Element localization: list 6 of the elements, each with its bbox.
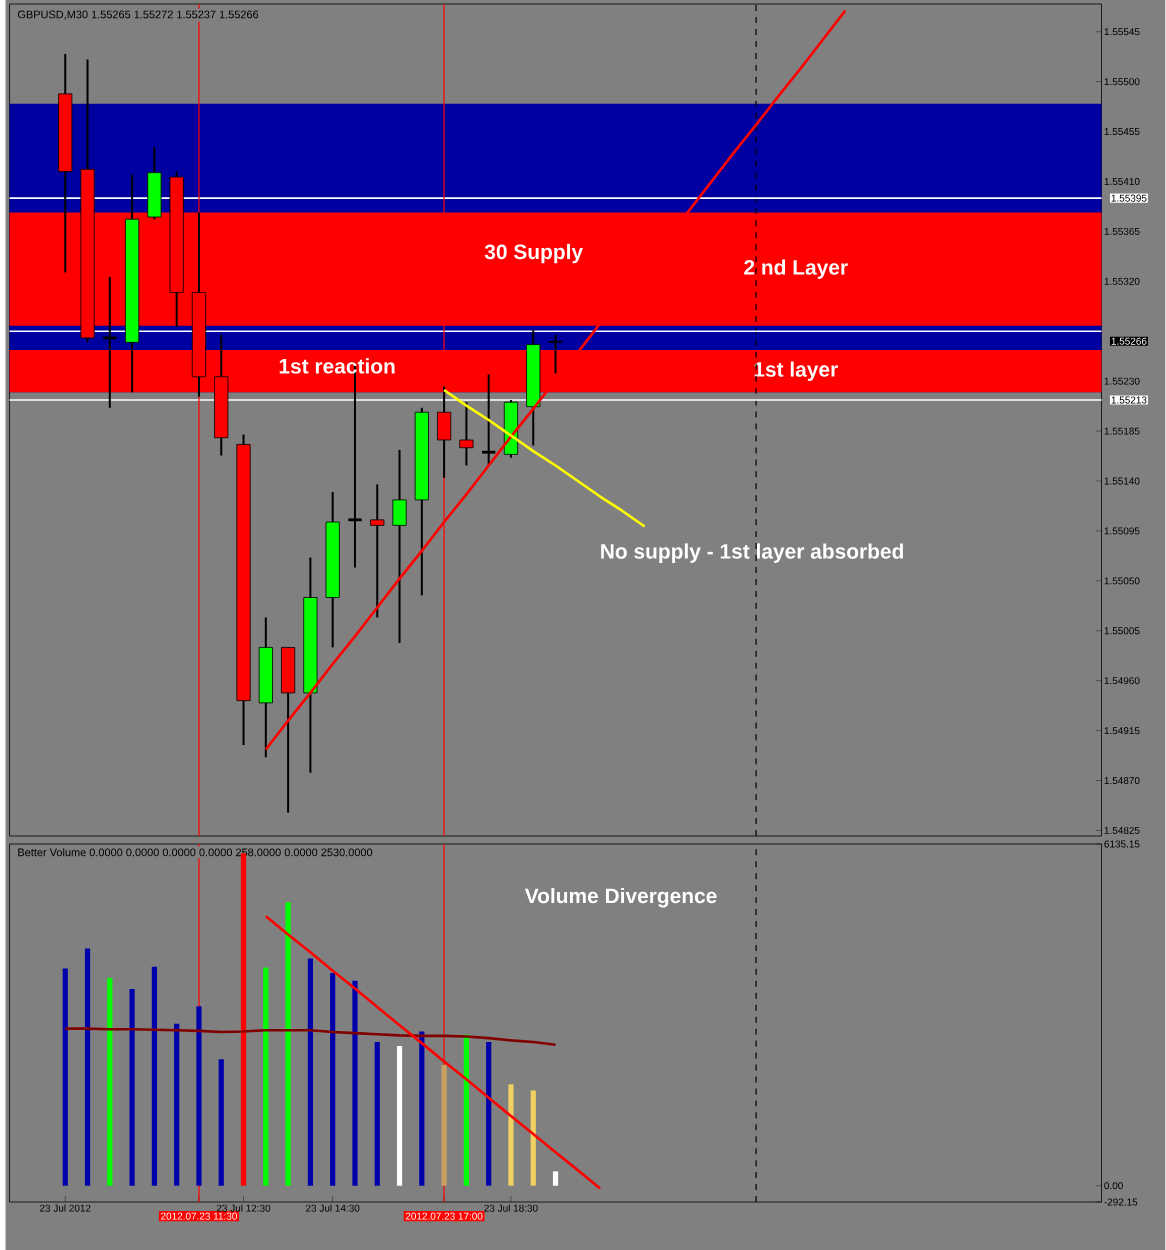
- annotation: 30 Supply: [484, 243, 584, 264]
- annotation: No supply - 1st layer absorbed: [601, 543, 904, 563]
- band-label: 2 nd Layer: [744, 259, 848, 279]
- annotation: Volume Divergence: [525, 887, 717, 908]
- band-label: 1st layer: [754, 361, 839, 381]
- annotation: 1st reaction: [279, 358, 395, 374]
